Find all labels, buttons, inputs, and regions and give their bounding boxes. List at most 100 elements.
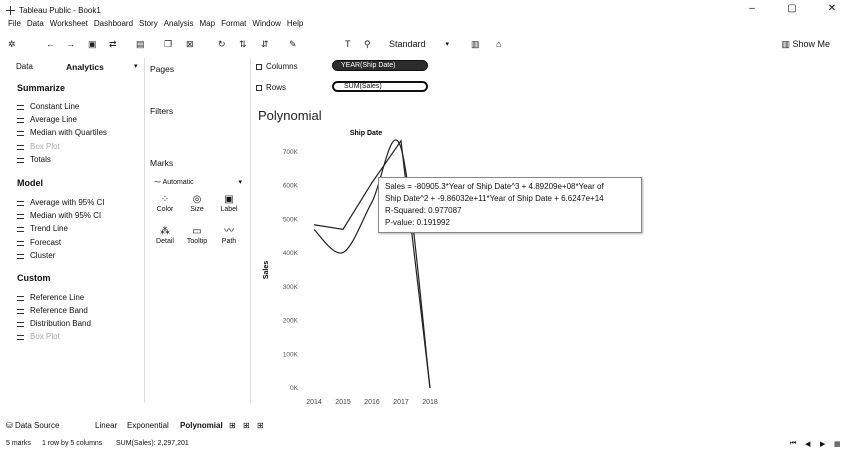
tableau-home-icon[interactable]: ✲ bbox=[8, 39, 16, 49]
y-tick-label: 500K bbox=[283, 216, 299, 223]
labels-icon[interactable]: T bbox=[345, 39, 351, 49]
new-worksheet-tab-icon[interactable]: ⊞ bbox=[229, 421, 236, 430]
item-label: Median with 95% CI bbox=[30, 211, 102, 220]
distribution-band-icon bbox=[17, 320, 25, 327]
custom-item[interactable]: Reference Band bbox=[17, 306, 88, 315]
tooltip-line-4: P-value: 0.191992 bbox=[385, 218, 450, 227]
fit-select[interactable]: Standard ▾ bbox=[389, 39, 449, 50]
columns-shelf-label: Columns bbox=[256, 62, 298, 71]
columns-label: Columns bbox=[266, 62, 298, 71]
item-label: Box Plot bbox=[30, 332, 60, 341]
menu-window[interactable]: Window bbox=[252, 19, 281, 28]
path-button[interactable]: 〰 Path bbox=[215, 226, 243, 245]
swap-icon[interactable]: ↻ bbox=[218, 39, 226, 49]
menu-map[interactable]: Map bbox=[199, 19, 216, 28]
custom-item[interactable]: Box Plot bbox=[17, 332, 60, 341]
x-tick-label: 2017 bbox=[393, 399, 409, 406]
duplicate-sheet-icon[interactable]: ❐ bbox=[164, 39, 173, 49]
menu-story[interactable]: Story bbox=[139, 19, 158, 28]
cards-divider[interactable] bbox=[250, 58, 251, 403]
menu-data[interactable]: Data bbox=[26, 19, 44, 28]
item-label: Totals bbox=[30, 155, 51, 164]
highlight-icon[interactable]: ✎ bbox=[289, 39, 297, 49]
title-bar: Tableau Public - Book1 – ▢ ✕ bbox=[0, 0, 848, 20]
summarize-item[interactable]: Median with Quartiles bbox=[17, 128, 107, 137]
chevron-down-icon: ▾ bbox=[445, 41, 449, 48]
close-button[interactable]: ✕ bbox=[827, 3, 837, 14]
item-label: Distribution Band bbox=[30, 319, 91, 328]
rows-pill[interactable]: SUM(Sales) bbox=[332, 81, 428, 92]
tab-data[interactable]: Data bbox=[16, 62, 33, 71]
minimize-button[interactable]: – bbox=[749, 3, 755, 14]
summarize-item[interactable]: Box Plot bbox=[17, 142, 60, 151]
menu-format[interactable]: Format bbox=[221, 19, 247, 28]
new-worksheet-icon[interactable]: ▤ bbox=[136, 39, 145, 49]
summarize-item[interactable]: Constant Line bbox=[17, 102, 79, 111]
chart[interactable]: Ship Date Sales 0K 100K 200K 300K 400K 500K 60… bbox=[258, 122, 518, 412]
model-header: Model bbox=[17, 178, 43, 188]
pane-divider[interactable] bbox=[144, 58, 145, 403]
clear-sheet-icon[interactable]: ⊠ bbox=[186, 39, 194, 49]
median-quartiles-icon bbox=[17, 129, 25, 136]
model-item[interactable]: Average with 95% CI bbox=[17, 198, 105, 207]
new-data-source-icon[interactable]: ⇄ bbox=[109, 39, 117, 49]
rows-icon bbox=[256, 84, 262, 91]
grid-view-icon[interactable]: ▦ bbox=[834, 441, 841, 448]
summarize-item[interactable]: Average Line bbox=[17, 115, 77, 124]
nav-first-icon[interactable]: ⏮ bbox=[790, 440, 797, 447]
model-item[interactable]: Forecast bbox=[17, 238, 61, 247]
median-ci-icon bbox=[17, 212, 25, 219]
sort-descending-icon[interactable]: ⇵ bbox=[261, 39, 269, 49]
color-button[interactable]: ⁘ Color bbox=[151, 194, 179, 213]
new-story-tab-icon[interactable]: ⊞ bbox=[257, 421, 264, 430]
y-tick-label: 600K bbox=[283, 183, 299, 190]
analytics-pane: Data Analytics ▾ Summarize Constant Line… bbox=[0, 58, 144, 403]
mark-type-select[interactable]: ⁓ Automatic ▾ bbox=[154, 178, 242, 186]
model-item[interactable]: Median with 95% CI bbox=[17, 211, 101, 220]
data-source-tab[interactable]: ⛁ Data Source bbox=[6, 421, 59, 430]
tab-analytics[interactable]: Analytics bbox=[66, 62, 104, 72]
item-label: Reference Line bbox=[30, 293, 85, 302]
tab-polynomial[interactable]: Polynomial bbox=[180, 421, 223, 430]
forecast-icon bbox=[17, 239, 25, 246]
x-axis: 2014 2015 2016 2017 2018 bbox=[306, 399, 438, 406]
y-tick-label: 200K bbox=[283, 318, 299, 325]
path-label: Path bbox=[221, 238, 237, 245]
tooltip-button[interactable]: ▭ Tooltip bbox=[183, 226, 211, 245]
custom-item[interactable]: Reference Line bbox=[17, 293, 84, 302]
sort-ascending-icon[interactable]: ⇅ bbox=[239, 39, 247, 49]
menu-worksheet[interactable]: Worksheet bbox=[49, 19, 88, 28]
reference-line-icon bbox=[17, 294, 25, 301]
nav-prev-icon[interactable]: ◀ bbox=[805, 441, 811, 448]
model-item[interactable]: Trend Line bbox=[17, 224, 68, 233]
summarize-item[interactable]: Totals bbox=[17, 155, 51, 164]
tab-linear[interactable]: Linear bbox=[95, 421, 118, 430]
average-ci-icon bbox=[17, 199, 25, 206]
undo-icon[interactable]: ← bbox=[46, 39, 55, 49]
show-cards-icon[interactable]: ▥ bbox=[471, 39, 480, 49]
tab-exponential[interactable]: Exponential bbox=[127, 421, 169, 430]
presentation-icon[interactable]: ⌂ bbox=[496, 39, 502, 49]
nav-next-icon[interactable]: ▶ bbox=[820, 441, 826, 448]
box-plot-icon bbox=[17, 143, 25, 150]
label-button[interactable]: ▣ Label bbox=[215, 194, 243, 213]
columns-icon bbox=[256, 63, 262, 70]
size-button[interactable]: ◎ Size bbox=[183, 194, 211, 213]
redo-icon[interactable]: → bbox=[66, 39, 75, 49]
menu-help[interactable]: Help bbox=[286, 19, 304, 28]
new-dashboard-tab-icon[interactable]: ⊞ bbox=[243, 421, 250, 430]
item-label: Box Plot bbox=[30, 142, 60, 151]
save-icon[interactable]: ▣ bbox=[88, 39, 97, 49]
pane-menu-icon[interactable]: ▾ bbox=[134, 63, 138, 70]
custom-item[interactable]: Distribution Band bbox=[17, 319, 91, 328]
detail-button[interactable]: ⁂ Detail bbox=[151, 226, 179, 245]
menu-analysis[interactable]: Analysis bbox=[163, 19, 194, 28]
columns-pill[interactable]: YEAR(Ship Date) bbox=[332, 60, 428, 71]
pin-icon[interactable]: ⚲ bbox=[364, 39, 371, 49]
status-bar: 5 marks 1 row by 5 columns SUM(Sales): 2… bbox=[0, 437, 848, 451]
menu-dashboard[interactable]: Dashboard bbox=[93, 19, 134, 28]
maximize-button[interactable]: ▢ bbox=[787, 3, 797, 14]
menu-file[interactable]: File bbox=[8, 19, 21, 28]
show-me-button[interactable]: ▥ Show Me bbox=[781, 39, 830, 50]
model-item[interactable]: Cluster bbox=[17, 251, 55, 260]
